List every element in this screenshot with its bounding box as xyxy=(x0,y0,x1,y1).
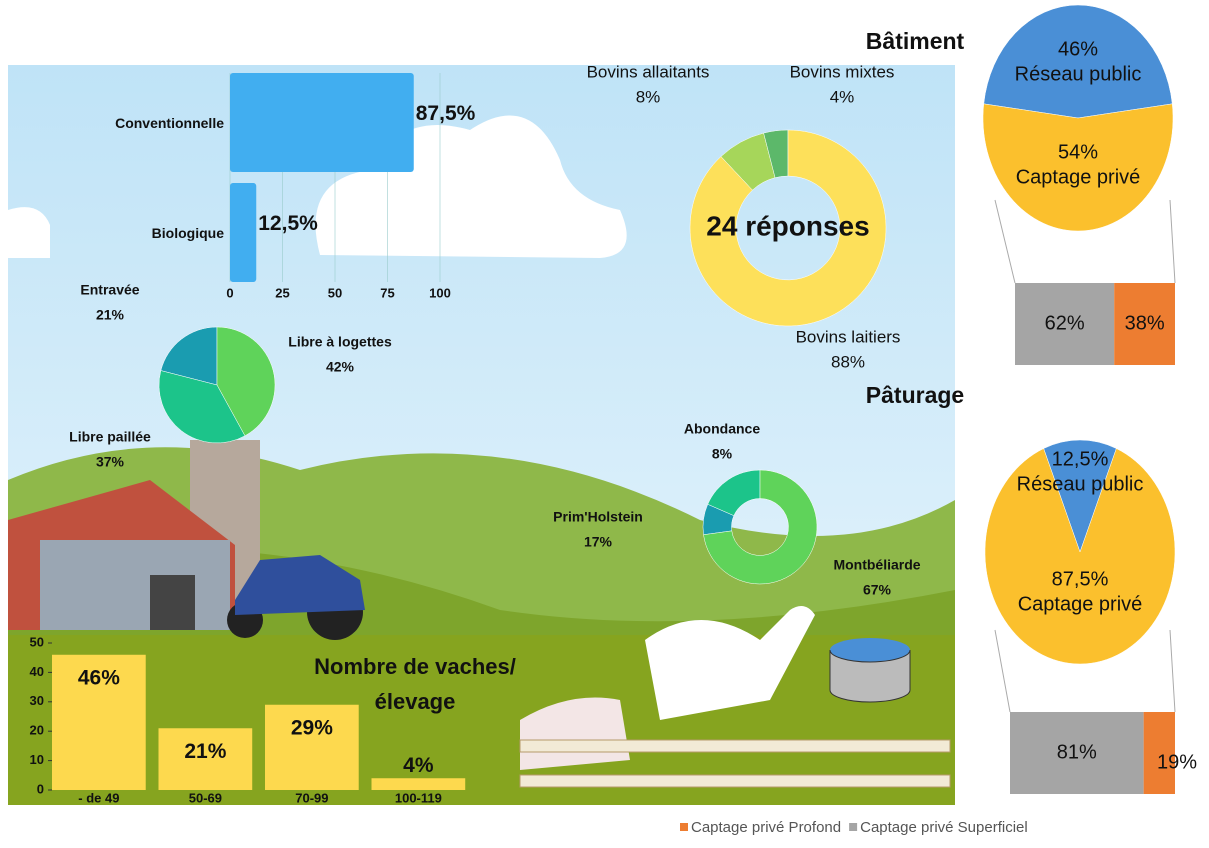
value-label: 21% xyxy=(184,740,226,763)
chart-title: Pâturage xyxy=(866,382,964,408)
x-tick-label: 50-69 xyxy=(189,790,222,805)
value-label: 8% xyxy=(636,87,661,106)
value-label: 12,5% xyxy=(258,212,318,235)
value-label: 29% xyxy=(291,716,333,739)
chart-title: élevage xyxy=(375,689,456,714)
legend-label: Captage privé Superficiel xyxy=(860,819,1028,836)
bar xyxy=(372,778,466,790)
slice xyxy=(984,5,1173,118)
value-label: 87,5% xyxy=(1052,568,1109,590)
slice-label: Bovins mixtes xyxy=(790,62,895,81)
x-tick-label: 0 xyxy=(226,285,233,300)
value-label: 38% xyxy=(1125,312,1165,334)
value-label: 17% xyxy=(584,534,613,550)
chart-title: Bâtiment xyxy=(866,28,965,54)
value-label: 37% xyxy=(96,454,125,470)
bar xyxy=(230,183,256,282)
bar xyxy=(230,73,414,172)
value-label: 19% xyxy=(1157,751,1197,773)
value-label: 67% xyxy=(863,582,892,598)
slice-label: Abondance xyxy=(684,421,760,437)
y-tick-label: 0 xyxy=(37,781,44,796)
value-label: 12,5% xyxy=(1052,448,1109,470)
slice-label: Libre paillée xyxy=(69,429,151,445)
x-tick-label: 70-99 xyxy=(295,790,328,805)
legend-label: Captage privé Profond xyxy=(691,819,841,836)
slice-label: Captage privé xyxy=(1018,593,1143,615)
center-label: 24 réponses xyxy=(706,210,869,241)
legend-swatch xyxy=(680,823,688,831)
slice-label: Libre à logettes xyxy=(288,334,392,350)
x-tick-label: 75 xyxy=(380,285,394,300)
y-tick-label: 10 xyxy=(30,752,44,767)
value-label: 8% xyxy=(712,446,733,462)
slice-label: Bovins laitiers xyxy=(796,327,901,346)
category-label: Biologique xyxy=(152,225,225,241)
x-tick-label: - de 49 xyxy=(78,790,119,805)
value-label: 46% xyxy=(1058,38,1098,60)
x-tick-label: 25 xyxy=(275,285,289,300)
chart-title: Nombre de vaches/ xyxy=(314,654,516,679)
x-tick-label: 100 xyxy=(429,285,451,300)
slice-label: Entravée xyxy=(80,282,139,298)
infographic: 0255075100Conventionnelle87,5%Biologique… xyxy=(0,0,1209,848)
y-tick-label: 20 xyxy=(30,723,44,738)
x-tick-label: 50 xyxy=(328,285,342,300)
value-label: 88% xyxy=(831,352,865,371)
legend-swatch xyxy=(849,823,857,831)
slice-label: Montbéliarde xyxy=(833,557,920,573)
y-tick-label: 40 xyxy=(30,664,44,679)
slice-label: Réseau public xyxy=(1017,473,1144,495)
category-label: Conventionnelle xyxy=(115,115,224,131)
value-label: 21% xyxy=(96,307,125,323)
slice-label: Captage privé xyxy=(1016,166,1141,188)
value-label: 81% xyxy=(1057,741,1097,763)
value-label: 42% xyxy=(326,359,355,375)
value-label: 87,5% xyxy=(416,102,476,125)
page: 0255075100Conventionnelle87,5%Biologique… xyxy=(0,0,1209,848)
y-tick-label: 50 xyxy=(30,634,44,649)
slice-label: Prim'Holstein xyxy=(553,509,643,525)
slice-label: Réseau public xyxy=(1015,63,1142,85)
value-label: 62% xyxy=(1045,312,1085,334)
value-label: 4% xyxy=(403,754,434,777)
value-label: 4% xyxy=(830,87,855,106)
value-label: 46% xyxy=(78,666,120,689)
slice-label: Bovins allaitants xyxy=(587,62,710,81)
x-tick-label: 100-119 xyxy=(395,790,442,805)
value-label: 54% xyxy=(1058,141,1098,163)
y-tick-label: 30 xyxy=(30,693,44,708)
